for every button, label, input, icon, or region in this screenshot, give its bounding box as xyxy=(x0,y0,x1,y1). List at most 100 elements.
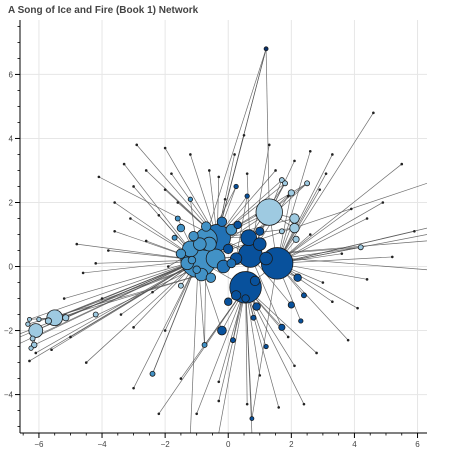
leaf-node xyxy=(286,335,290,339)
network-edge xyxy=(133,259,199,389)
leaf-node xyxy=(132,386,135,390)
leaf-node xyxy=(69,335,72,339)
network-node xyxy=(293,273,302,282)
network-edge xyxy=(190,260,199,433)
leaf-node xyxy=(81,271,85,275)
leaf-node xyxy=(245,402,249,406)
network-edge xyxy=(98,176,218,239)
leaf-node xyxy=(390,255,394,259)
leaf-node xyxy=(113,230,116,233)
y-tick-label: −4 xyxy=(4,391,14,400)
leaf-node xyxy=(245,172,249,175)
leaf-node xyxy=(179,377,183,380)
leaf-node xyxy=(75,242,79,246)
leaf-node xyxy=(157,213,161,217)
leaf-node xyxy=(372,111,375,115)
leaf-node xyxy=(413,230,416,233)
leaf-node xyxy=(97,175,101,179)
network-edge xyxy=(245,287,253,433)
network-node xyxy=(187,196,193,202)
network-node xyxy=(253,237,267,251)
leaf-node xyxy=(315,351,318,355)
leaf-node xyxy=(233,153,236,156)
network-edge xyxy=(245,287,248,405)
network-node xyxy=(287,189,295,197)
network-edge xyxy=(276,163,402,264)
network-edge xyxy=(86,259,199,363)
leaf-node xyxy=(34,351,38,355)
network-node xyxy=(289,213,300,224)
leaf-node xyxy=(242,133,246,137)
leaf-node xyxy=(321,281,325,284)
leaf-node xyxy=(365,217,369,220)
network-edge xyxy=(277,227,427,264)
network-node xyxy=(29,335,36,342)
leaf-node xyxy=(318,188,322,191)
leaf-node xyxy=(308,233,312,236)
x-tick-label: −2 xyxy=(161,440,171,449)
network-edge xyxy=(277,256,393,264)
leaf-node xyxy=(84,361,88,364)
network-edge xyxy=(83,259,199,274)
network-node xyxy=(255,198,283,226)
network-node xyxy=(205,272,217,283)
network-node xyxy=(217,325,227,336)
leaf-node xyxy=(331,300,334,304)
leaf-node xyxy=(356,306,359,310)
network-nodes xyxy=(25,46,364,421)
network-node xyxy=(226,258,237,269)
y-tick-label: 6 xyxy=(9,70,14,79)
network-node xyxy=(224,297,233,306)
network-node xyxy=(44,317,52,325)
leaf-node xyxy=(189,153,192,156)
leaf-node xyxy=(166,265,170,268)
leaf-node xyxy=(163,329,167,332)
leaf-node xyxy=(258,374,262,377)
network-node xyxy=(263,343,269,350)
leaf-node xyxy=(293,159,296,163)
network-node xyxy=(92,311,99,318)
leaf-node xyxy=(365,278,369,281)
axes: −6 −4 −2 0 2 4 6 −4 −2 0 2 4 6 xyxy=(4,20,427,449)
network-node xyxy=(149,370,156,377)
network-node xyxy=(36,316,42,322)
leaf-node xyxy=(274,169,277,172)
leaf-node xyxy=(349,207,353,211)
network-edge xyxy=(29,259,199,320)
network-node xyxy=(304,180,311,187)
leaf-node xyxy=(100,297,104,300)
leaf-node xyxy=(50,348,53,352)
network-node xyxy=(252,302,261,311)
network-node xyxy=(301,292,307,299)
network-edge xyxy=(29,259,199,362)
leaf-node xyxy=(151,290,154,294)
network-node xyxy=(249,416,255,421)
leaf-node xyxy=(119,313,123,316)
leaf-node xyxy=(346,338,350,342)
x-tick-label: −4 xyxy=(97,440,107,449)
leaf-node xyxy=(267,143,271,147)
leaf-node xyxy=(195,412,198,416)
leaf-node xyxy=(62,297,66,300)
leaf-node xyxy=(302,402,306,406)
y-tick-label: 0 xyxy=(9,263,14,272)
x-tick-label: 0 xyxy=(226,440,231,449)
network-node xyxy=(255,226,265,236)
network-node xyxy=(176,223,186,233)
network-edge xyxy=(196,287,246,414)
x-tick-label: −6 xyxy=(34,440,44,449)
leaf-node xyxy=(308,149,312,153)
network-edge xyxy=(276,154,333,264)
network-edge xyxy=(245,287,280,408)
network-node xyxy=(201,342,208,348)
leaf-node xyxy=(331,153,334,156)
leaf-node xyxy=(286,194,290,198)
leaf-node xyxy=(176,201,180,204)
leaf-node xyxy=(277,406,281,409)
network-node xyxy=(174,215,181,222)
leaf-node xyxy=(144,239,148,243)
leaf-node xyxy=(129,217,132,220)
leaf-node xyxy=(132,326,135,329)
leaf-node xyxy=(144,169,148,172)
